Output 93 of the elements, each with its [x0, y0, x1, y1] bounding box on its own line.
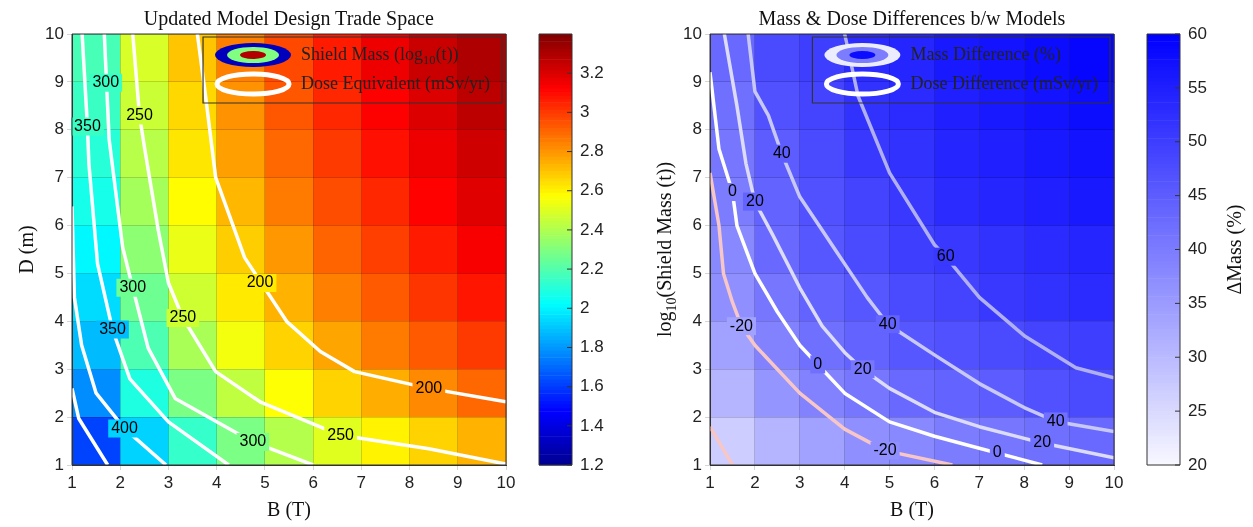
chart-title: Updated Model Design Trade Space — [143, 7, 434, 31]
x-tick-label: 1 — [67, 472, 77, 492]
annotation: -20 — [729, 316, 754, 334]
x-tick-label: 5 — [260, 472, 270, 492]
y-tick-label: 9 — [692, 71, 702, 91]
legend-label: Mass Difference (%) — [910, 43, 1062, 65]
color-bar-label: 1.8 — [580, 337, 604, 357]
legend-label: Dose Difference (mSv/yr) — [910, 72, 1099, 94]
color-bar-label: 30 — [1188, 346, 1207, 366]
y-tick-label: 5 — [692, 263, 702, 283]
annotation: 350 — [74, 116, 101, 134]
y-axis-title: log10(Shield Mass (t)) — [653, 161, 679, 338]
y-tick-label: 2 — [54, 406, 64, 426]
x-tick-label: 6 — [308, 472, 318, 492]
x-tick-label: 3 — [163, 472, 174, 492]
color-bar-label: 20 — [1188, 454, 1207, 474]
annotation: 20 — [853, 359, 872, 377]
x-tick-label: 9 — [1064, 472, 1074, 492]
x-tick-label: 7 — [974, 472, 985, 492]
x-tick-label: 8 — [1019, 472, 1029, 492]
y-tick-label: 2 — [692, 406, 702, 426]
color-bar-label: 2.2 — [580, 258, 604, 278]
color-bar-label: 45 — [1188, 185, 1207, 205]
annotation: 200 — [246, 273, 274, 291]
color-bar-label: 1.6 — [580, 376, 604, 396]
y-tick-label: 10 — [683, 23, 702, 43]
y-tick-label: 1 — [54, 454, 64, 474]
color-bar-label: 2.4 — [580, 219, 604, 239]
y-tick-label: 4 — [692, 311, 702, 331]
annotation: 300 — [119, 278, 147, 296]
color-bar-label: 2.6 — [580, 180, 604, 200]
y-tick-label: 5 — [54, 263, 64, 283]
color-bar-label: 35 — [1188, 293, 1207, 313]
annotation: 40 — [1046, 411, 1065, 429]
y-tick-label: 7 — [54, 167, 64, 187]
y-tick-label: 4 — [54, 311, 64, 331]
chart-title: Mass & Dose Differences b/w Models — [758, 7, 1066, 30]
x-tick-label: 10 — [1104, 472, 1124, 492]
color-bar-title: ΔMass (%) — [1223, 204, 1247, 295]
legend-label: Dose Equivalent (mSv/yr) — [301, 72, 491, 94]
x-tick-label: 4 — [839, 472, 850, 492]
x-tick-label: 4 — [211, 472, 222, 492]
y-axis-title: D (m) — [15, 225, 39, 274]
annotation: 250 — [126, 105, 153, 123]
color-bar-label: 1.4 — [580, 415, 604, 435]
x-tick-label: 7 — [356, 472, 367, 492]
color-bar-label: 3.2 — [580, 62, 604, 82]
color-bar-label: 2 — [580, 297, 590, 317]
x-tick-label: 3 — [795, 472, 805, 492]
x-tick-label: 5 — [884, 472, 895, 492]
y-tick-label: 7 — [692, 167, 702, 187]
color-bar-label: 40 — [1188, 239, 1207, 259]
y-tick-label: 1 — [692, 454, 702, 474]
annotation: 250 — [169, 308, 197, 326]
color-bar-label: 3 — [580, 102, 590, 122]
annotation: 250 — [327, 425, 355, 443]
y-tick-label: 6 — [54, 215, 64, 235]
y-tick-label: 6 — [692, 215, 702, 235]
y-tick-label: 10 — [45, 23, 64, 43]
color-bar-label: 2.8 — [580, 141, 604, 161]
annotation: 200 — [415, 378, 443, 396]
x-tick-label: 9 — [453, 472, 463, 492]
annotation: 0 — [813, 354, 823, 372]
annotation: 300 — [92, 73, 120, 91]
annotation: 40 — [772, 144, 791, 162]
annotation: 20 — [1033, 433, 1052, 451]
y-tick-label: 8 — [54, 119, 64, 139]
x-axis-title: B (T) — [267, 498, 311, 522]
annotation: 20 — [745, 192, 764, 210]
color-bar-label: 60 — [1188, 23, 1207, 43]
x-tick-label: 6 — [929, 472, 940, 492]
x-tick-label: 2 — [115, 472, 125, 492]
color-bar-label: 50 — [1188, 131, 1207, 151]
color-bar-label: 25 — [1188, 400, 1207, 420]
y-tick-label: 3 — [692, 358, 702, 378]
annotation: 0 — [992, 443, 1002, 461]
annotation: 0 — [727, 182, 737, 200]
annotation: 300 — [239, 432, 267, 450]
x-tick-label: 8 — [404, 472, 415, 492]
color-bar-label: 55 — [1188, 77, 1207, 97]
annotation: 40 — [878, 314, 897, 332]
x-tick-label: 1 — [705, 472, 715, 492]
x-tick-label: 2 — [750, 472, 760, 492]
annotation: 400 — [111, 419, 139, 437]
y-tick-label: 3 — [54, 358, 64, 378]
x-axis-title: B (T) — [890, 498, 934, 522]
x-tick-label: 10 — [496, 472, 516, 492]
y-tick-label: 9 — [54, 71, 64, 91]
annotation: -20 — [873, 441, 897, 459]
color-bar-label: 1.2 — [580, 454, 604, 474]
annotation: 350 — [99, 319, 126, 337]
annotation: 60 — [936, 247, 955, 265]
y-tick-label: 8 — [692, 119, 702, 139]
